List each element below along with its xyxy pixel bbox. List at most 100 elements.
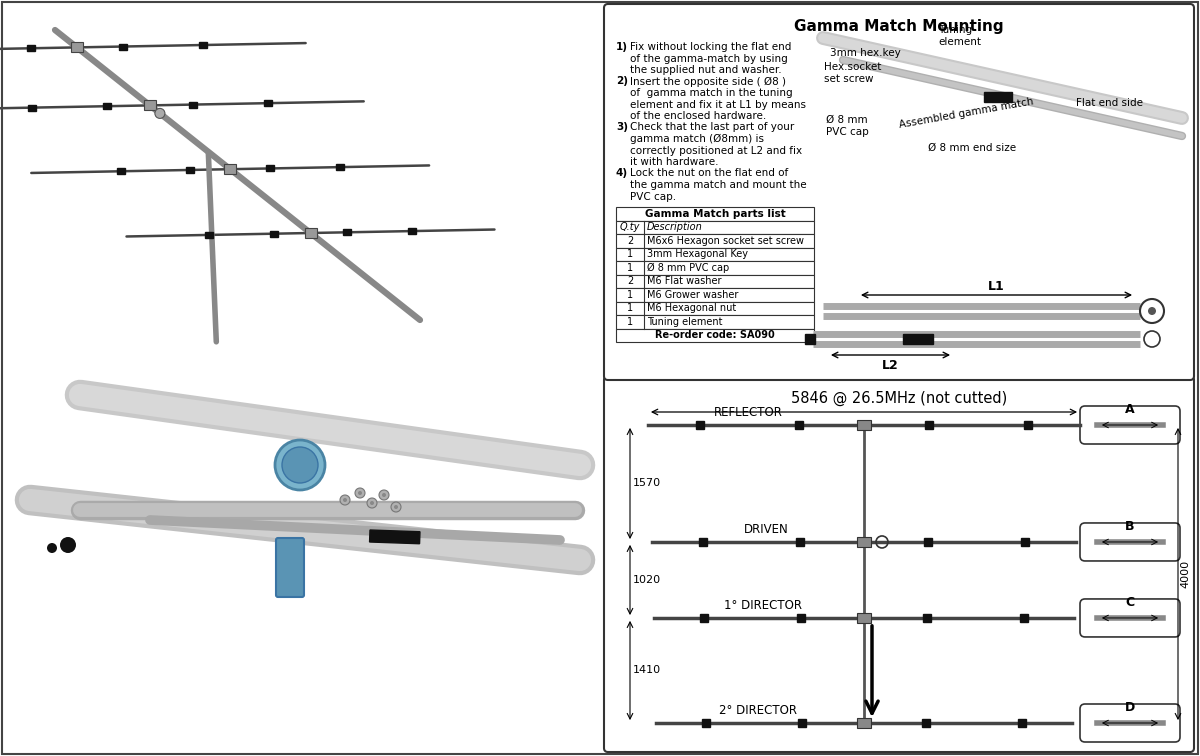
Text: Assembled gamma match: Assembled gamma match <box>898 96 1034 130</box>
Text: 1020: 1020 <box>634 575 661 585</box>
Text: of  gamma match in the tuning: of gamma match in the tuning <box>630 88 793 98</box>
Bar <box>924 538 931 546</box>
Text: Q.ty: Q.ty <box>620 222 640 232</box>
Text: 4000: 4000 <box>1180 560 1190 588</box>
Text: Lock the nut on the flat end of: Lock the nut on the flat end of <box>630 169 788 178</box>
Bar <box>408 228 415 234</box>
Text: M6x6 Hexagon socket set screw: M6x6 Hexagon socket set screw <box>647 236 804 246</box>
Text: M6 Grower washer: M6 Grower washer <box>647 290 738 299</box>
Bar <box>857 613 871 623</box>
Text: Flat end side: Flat end side <box>1076 98 1144 108</box>
Circle shape <box>382 493 386 497</box>
Bar <box>797 614 805 622</box>
Text: 2: 2 <box>626 276 634 287</box>
Text: 2° DIRECTOR: 2° DIRECTOR <box>719 704 797 717</box>
Text: 4): 4) <box>616 169 628 178</box>
Text: it with hardware.: it with hardware. <box>630 157 719 167</box>
Text: 3mm hex.key: 3mm hex.key <box>830 48 901 58</box>
Bar <box>1021 538 1030 546</box>
Bar <box>797 538 804 546</box>
Text: DRIVEN: DRIVEN <box>744 523 788 536</box>
Circle shape <box>47 543 58 553</box>
Text: Ø 8 mm
PVC cap: Ø 8 mm PVC cap <box>826 115 869 137</box>
FancyBboxPatch shape <box>604 4 1194 380</box>
FancyBboxPatch shape <box>1080 523 1180 561</box>
Text: Ø 8 mm PVC cap: Ø 8 mm PVC cap <box>647 262 730 273</box>
Text: 1: 1 <box>626 290 634 299</box>
Text: the supplied nut and washer.: the supplied nut and washer. <box>630 65 781 75</box>
Circle shape <box>155 108 164 119</box>
Text: Check that the last part of your: Check that the last part of your <box>630 122 794 132</box>
Bar <box>71 42 83 52</box>
Bar <box>696 421 704 429</box>
Text: Insert the opposite side ( Ø8 ): Insert the opposite side ( Ø8 ) <box>630 76 786 87</box>
Circle shape <box>340 495 350 505</box>
Text: correctly positioned at L2 and fix: correctly positioned at L2 and fix <box>630 145 802 156</box>
Text: M6 Hexagonal nut: M6 Hexagonal nut <box>647 303 737 313</box>
Bar <box>857 718 871 728</box>
Bar <box>116 169 125 175</box>
Bar <box>984 92 1012 102</box>
Bar <box>28 45 35 51</box>
Bar <box>1018 719 1026 727</box>
Text: 1: 1 <box>626 317 634 327</box>
Circle shape <box>379 490 389 500</box>
Bar <box>798 719 805 727</box>
Circle shape <box>60 537 76 553</box>
Bar <box>616 329 814 342</box>
Text: PVC cap.: PVC cap. <box>630 191 676 202</box>
Bar <box>698 538 707 546</box>
Bar <box>343 229 352 235</box>
Bar <box>702 719 710 727</box>
Text: Gamma Match Mounting: Gamma Match Mounting <box>794 18 1004 33</box>
Bar <box>923 719 930 727</box>
Bar <box>857 537 871 547</box>
Bar <box>805 334 815 344</box>
Bar <box>616 302 814 315</box>
Text: element and fix it at L1 by means: element and fix it at L1 by means <box>630 100 806 110</box>
Bar <box>29 104 36 110</box>
Bar <box>1024 421 1032 429</box>
FancyBboxPatch shape <box>276 538 304 597</box>
FancyBboxPatch shape <box>1080 704 1180 742</box>
Bar <box>266 166 274 172</box>
Bar <box>336 164 343 170</box>
Circle shape <box>394 505 398 509</box>
Bar <box>857 420 871 430</box>
Bar <box>616 247 814 261</box>
Circle shape <box>1148 307 1156 315</box>
FancyBboxPatch shape <box>1080 599 1180 637</box>
Circle shape <box>358 491 362 495</box>
Bar <box>796 421 803 429</box>
Text: B: B <box>1126 520 1135 533</box>
Circle shape <box>391 502 401 512</box>
Text: Re-order code: SA090: Re-order code: SA090 <box>655 330 775 340</box>
FancyBboxPatch shape <box>1080 406 1180 444</box>
Circle shape <box>367 498 377 508</box>
Bar <box>616 221 814 234</box>
Bar <box>144 101 156 110</box>
Bar <box>119 44 127 50</box>
Text: Tuning element: Tuning element <box>647 317 722 327</box>
Text: C: C <box>1126 596 1134 609</box>
Bar <box>1020 614 1027 622</box>
FancyBboxPatch shape <box>604 376 1194 752</box>
Text: 1: 1 <box>626 263 634 273</box>
Bar <box>616 274 814 288</box>
Text: 1570: 1570 <box>634 479 661 488</box>
Text: of the enclosed hardware.: of the enclosed hardware. <box>630 111 767 121</box>
Bar <box>305 228 317 238</box>
Bar <box>186 167 194 173</box>
Circle shape <box>343 498 347 502</box>
Text: 1: 1 <box>626 249 634 259</box>
Text: 3mm Hexagonal Key: 3mm Hexagonal Key <box>647 249 748 259</box>
Text: Tuning
element: Tuning element <box>938 25 982 47</box>
Bar <box>188 101 197 107</box>
Text: Fix without locking the flat end: Fix without locking the flat end <box>630 42 791 52</box>
Text: Ø 8 mm end size: Ø 8 mm end size <box>928 143 1016 153</box>
Bar <box>205 232 214 238</box>
Circle shape <box>370 501 374 505</box>
Circle shape <box>355 488 365 498</box>
Text: 1: 1 <box>626 303 634 313</box>
Bar <box>616 261 814 274</box>
